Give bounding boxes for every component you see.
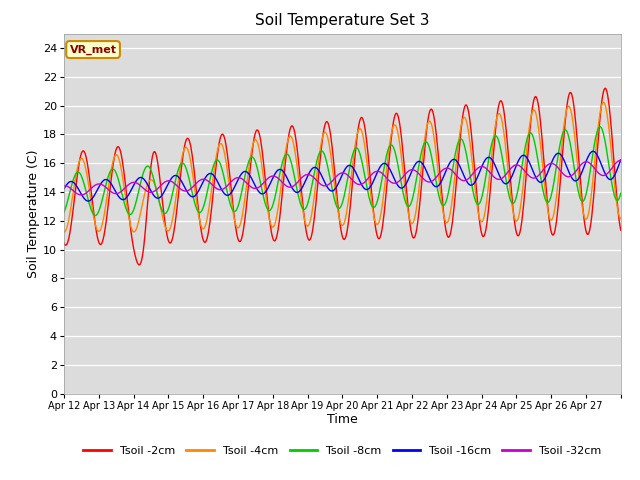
Tsoil -16cm [126, 189, 134, 195]
Tsoil -32cm [617, 157, 625, 163]
Tsoil -2cm [125, 216, 133, 221]
Tsoil -2cm [228, 198, 236, 204]
Tsoil -16cm [277, 167, 285, 172]
Y-axis label: Soil Temperature (C): Soil Temperature (C) [27, 149, 40, 278]
Tsoil -2cm [401, 166, 408, 172]
Tsoil -2cm [432, 126, 440, 132]
Tsoil -8cm [92, 213, 99, 218]
Tsoil -32cm [228, 178, 236, 183]
Tsoil -16cm [617, 157, 625, 163]
Tsoil -32cm [60, 182, 68, 188]
Line: Tsoil -32cm: Tsoil -32cm [64, 160, 621, 195]
Tsoil -16cm [589, 148, 597, 154]
Tsoil -8cm [228, 207, 236, 213]
Tsoil -16cm [60, 186, 68, 192]
Legend: Tsoil -2cm, Tsoil -4cm, Tsoil -8cm, Tsoil -16cm, Tsoil -32cm: Tsoil -2cm, Tsoil -4cm, Tsoil -8cm, Tsoi… [79, 441, 606, 460]
Tsoil -32cm [432, 175, 440, 181]
Title: Soil Temperature Set 3: Soil Temperature Set 3 [255, 13, 429, 28]
Tsoil -16cm [256, 190, 264, 196]
Tsoil -16cm [432, 184, 440, 190]
Tsoil -4cm [431, 141, 439, 147]
Text: VR_met: VR_met [70, 44, 116, 55]
Tsoil -32cm [401, 172, 408, 178]
Tsoil -2cm [277, 203, 285, 209]
Tsoil -4cm [228, 200, 236, 206]
Tsoil -16cm [228, 188, 236, 194]
Tsoil -8cm [596, 124, 604, 130]
Tsoil -4cm [125, 217, 133, 223]
Tsoil -8cm [401, 196, 408, 202]
Tsoil -2cm [136, 262, 143, 268]
Tsoil -4cm [255, 147, 263, 153]
Tsoil -4cm [400, 175, 408, 180]
Tsoil -8cm [277, 165, 285, 171]
Tsoil -2cm [601, 85, 609, 91]
Tsoil -32cm [256, 183, 264, 189]
Tsoil -16cm [401, 183, 408, 189]
Tsoil -32cm [277, 178, 285, 184]
Tsoil -32cm [126, 180, 134, 186]
Tsoil -8cm [432, 177, 440, 182]
Tsoil -8cm [60, 209, 68, 215]
X-axis label: Time: Time [327, 413, 358, 426]
Tsoil -4cm [276, 189, 284, 194]
Tsoil -32cm [77, 192, 85, 198]
Line: Tsoil -16cm: Tsoil -16cm [64, 151, 621, 201]
Tsoil -8cm [126, 212, 134, 217]
Tsoil -4cm [617, 216, 625, 221]
Tsoil -4cm [60, 229, 68, 235]
Line: Tsoil -4cm: Tsoil -4cm [64, 102, 621, 232]
Line: Tsoil -8cm: Tsoil -8cm [64, 127, 621, 216]
Line: Tsoil -2cm: Tsoil -2cm [64, 88, 621, 265]
Tsoil -16cm [84, 198, 92, 204]
Tsoil -2cm [60, 240, 68, 246]
Tsoil -8cm [256, 178, 264, 183]
Tsoil -2cm [256, 134, 264, 140]
Tsoil -2cm [617, 227, 625, 233]
Tsoil -8cm [617, 190, 625, 196]
Tsoil -4cm [600, 99, 607, 105]
